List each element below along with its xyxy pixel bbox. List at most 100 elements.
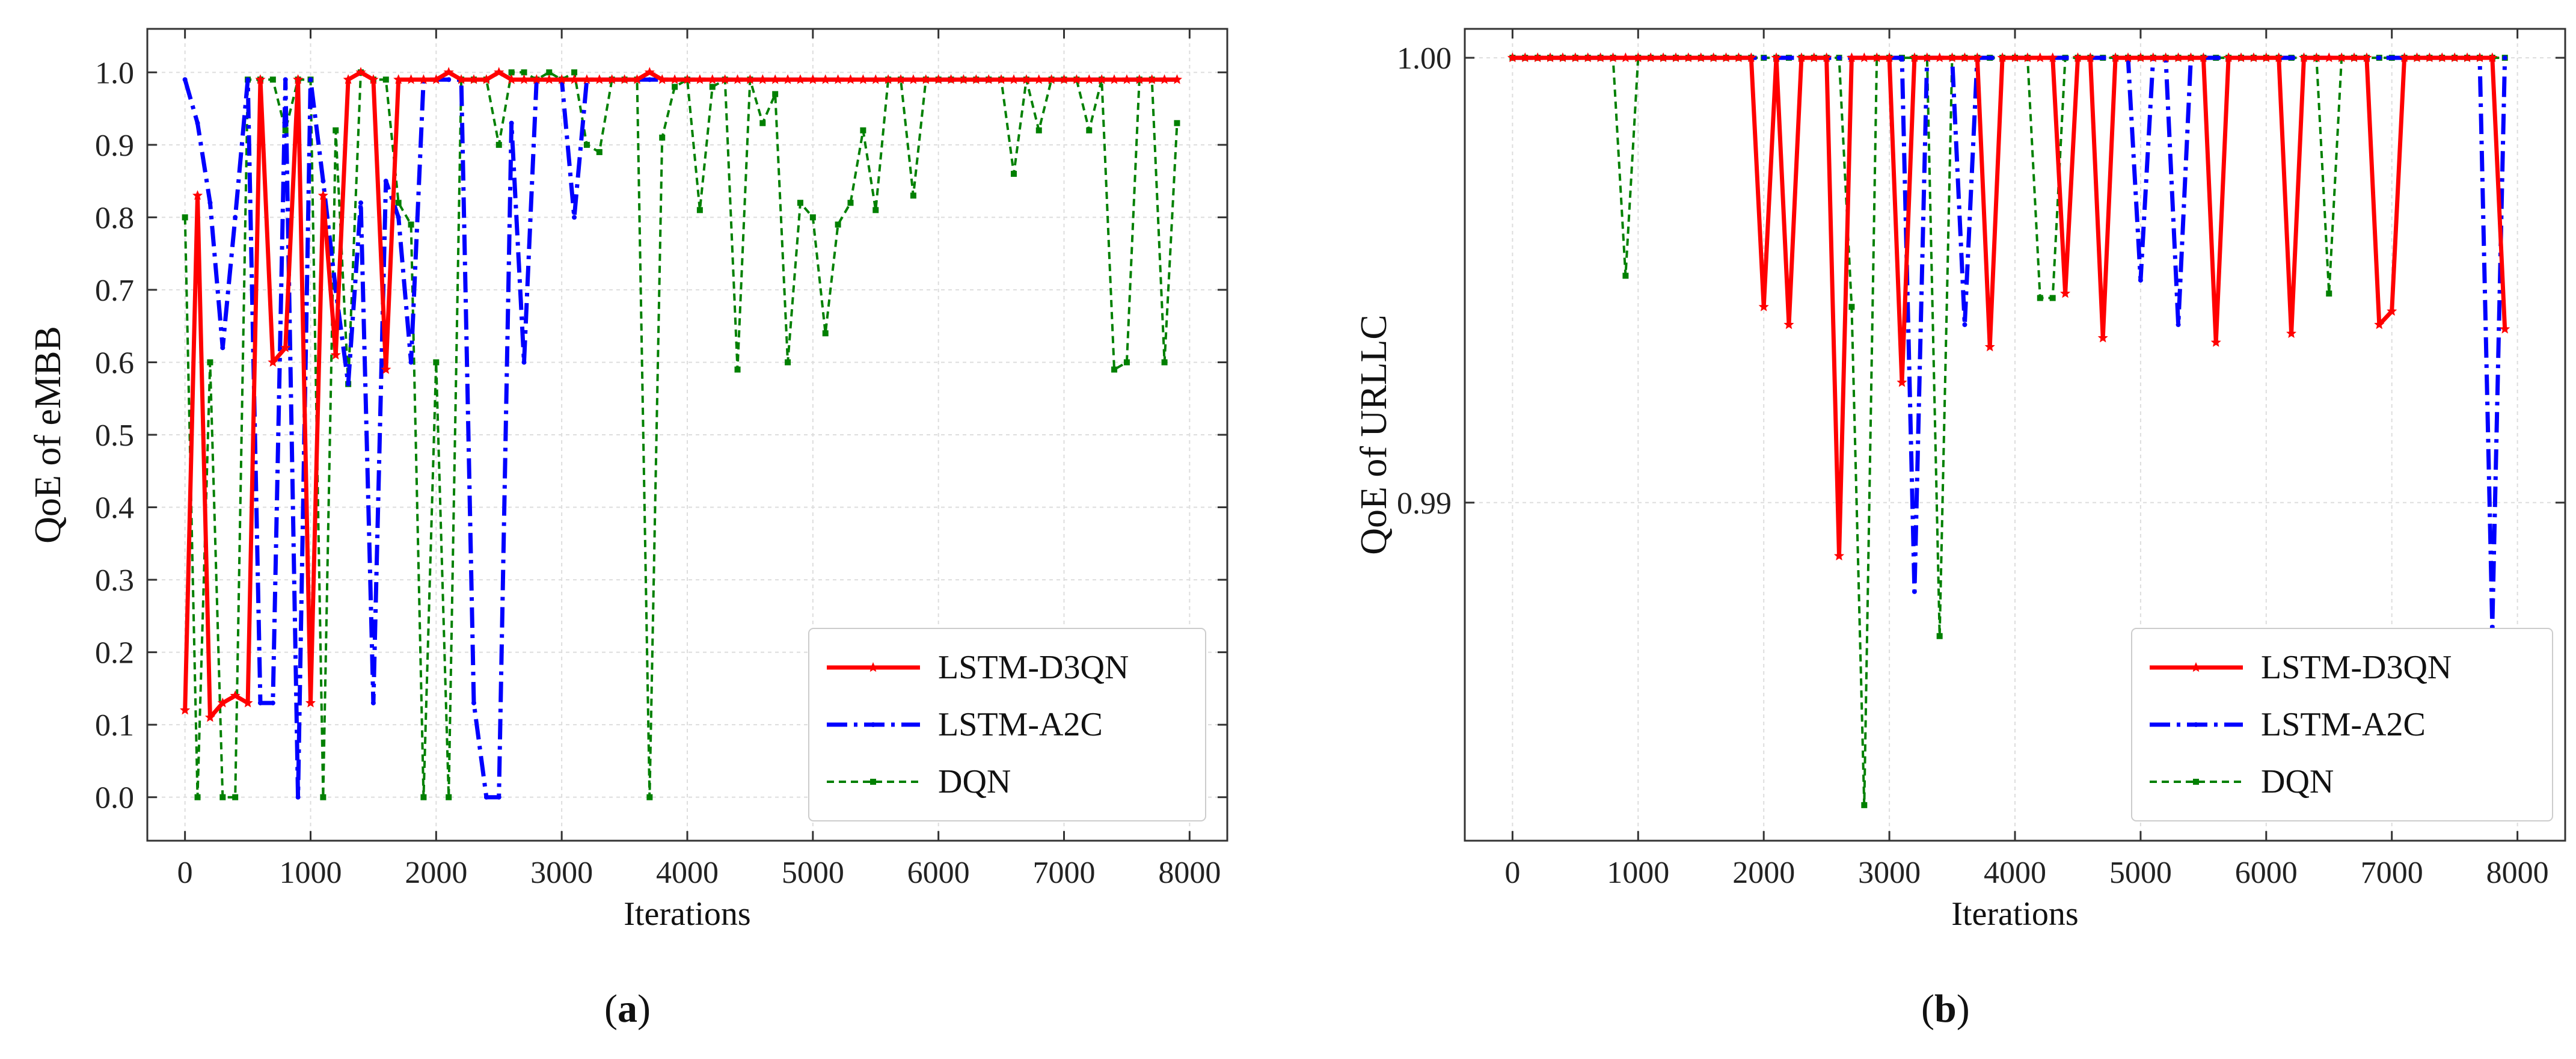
data-point-lstm-a2c xyxy=(1836,55,1842,61)
x-tick-label: 8000 xyxy=(2486,856,2549,890)
data-point-lstm-d3qn xyxy=(1008,74,1019,84)
data-point-lstm-d3qn xyxy=(2072,52,2083,63)
data-point-lstm-d3qn xyxy=(2462,52,2473,63)
data-point-lstm-a2c xyxy=(346,381,351,387)
data-point-lstm-d3qn xyxy=(921,74,931,84)
data-point-dqn xyxy=(420,794,427,800)
data-point-dqn xyxy=(1174,120,1180,126)
data-point-lstm-a2c xyxy=(509,120,514,126)
data-point-lstm-d3qn xyxy=(669,74,680,84)
data-point-lstm-d3qn xyxy=(443,67,454,77)
legend-label-lstm-d3qn: LSTM-D3QN xyxy=(938,649,1129,686)
data-point-lstm-d3qn xyxy=(343,74,354,84)
data-point-lstm-a2c xyxy=(2376,55,2382,61)
data-point-dqn xyxy=(207,359,213,366)
chart-panel-b: 0 1000 2000 3000 4000 5000 6000 7000 8000 0.99 1.0… xyxy=(1354,28,2566,933)
data-point-lstm-d3qn xyxy=(2210,337,2221,347)
data-point-lstm-a2c xyxy=(257,700,263,705)
data-point-lstm-d3qn xyxy=(958,74,969,84)
data-point-lstm-d3qn xyxy=(933,74,944,84)
data-point-lstm-d3qn xyxy=(895,74,906,84)
data-point-lstm-d3qn xyxy=(870,74,881,84)
data-point-lstm-d3qn xyxy=(1557,52,1568,63)
data-point-lstm-d3qn xyxy=(1733,52,1744,63)
y-tick-label: 0.9 xyxy=(95,129,134,163)
legend-label-lstm-a2c: LSTM-A2C xyxy=(938,706,1103,743)
data-point-lstm-d3qn xyxy=(556,74,567,84)
data-point-lstm-a2c xyxy=(2176,322,2181,327)
data-point-lstm-d3qn xyxy=(192,190,203,200)
data-point-lstm-d3qn xyxy=(1959,52,1970,63)
x-axis-label: Iterations xyxy=(624,895,750,933)
data-point-dqn xyxy=(2326,290,2332,297)
data-point-lstm-d3qn xyxy=(2173,52,2184,63)
data-point-lstm-d3qn xyxy=(2135,52,2146,63)
data-point-lstm-d3qn xyxy=(1620,52,1631,63)
data-point-lstm-d3qn xyxy=(744,74,755,84)
x-tick-label: 4000 xyxy=(1984,856,2046,890)
y-tick-label: 0.3 xyxy=(95,563,134,598)
data-point-lstm-d3qn xyxy=(1670,52,1681,63)
legend-marker-lstm-a2c xyxy=(871,722,876,727)
data-point-dqn xyxy=(772,91,779,97)
data-point-lstm-d3qn xyxy=(381,364,391,374)
data-point-lstm-a2c xyxy=(2062,55,2068,61)
data-point-lstm-d3qn xyxy=(732,74,743,84)
data-point-lstm-d3qn xyxy=(1834,550,1845,560)
caption-a-close: ) xyxy=(637,987,651,1031)
data-point-lstm-d3qn xyxy=(857,74,868,84)
data-point-lstm-d3qn xyxy=(506,74,517,84)
data-point-dqn xyxy=(1861,802,1868,808)
series-line-dqn xyxy=(183,71,1179,799)
data-point-lstm-a2c xyxy=(320,179,326,184)
data-point-dqn xyxy=(194,794,201,800)
legend-label-dqn: DQN xyxy=(938,763,1011,800)
data-point-lstm-d3qn xyxy=(1545,52,1556,63)
data-point-lstm-a2c xyxy=(408,360,414,365)
x-tick-label: 5000 xyxy=(2109,856,2172,890)
data-point-lstm-d3qn xyxy=(2123,52,2133,63)
data-point-lstm-d3qn xyxy=(242,698,253,708)
caption-a-open: ( xyxy=(604,987,618,1031)
data-point-lstm-d3qn xyxy=(1821,52,1832,63)
x-axis-label: Iterations xyxy=(1951,895,2078,933)
data-point-lstm-d3qn xyxy=(1134,74,1145,84)
data-point-lstm-a2c xyxy=(647,77,652,82)
data-point-lstm-d3qn xyxy=(2223,52,2234,63)
data-point-lstm-d3qn xyxy=(1984,341,1995,352)
data-point-lstm-d3qn xyxy=(217,698,228,708)
data-point-dqn xyxy=(860,127,866,134)
data-point-lstm-a2c xyxy=(496,794,501,800)
x-tick-label: 2000 xyxy=(1732,856,1795,890)
data-point-lstm-d3qn xyxy=(1871,52,1882,63)
data-point-dqn xyxy=(734,366,741,373)
y-tick-label: 0.8 xyxy=(95,201,134,235)
data-point-lstm-d3qn xyxy=(1607,52,1619,63)
data-point-lstm-d3qn xyxy=(1645,52,1656,63)
data-point-lstm-d3qn xyxy=(1997,52,2008,63)
data-point-lstm-d3qn xyxy=(2185,52,2196,63)
data-point-lstm-d3qn xyxy=(268,357,278,367)
data-point-lstm-d3qn xyxy=(2298,52,2309,63)
data-point-lstm-d3qn xyxy=(908,74,919,84)
legend-box xyxy=(808,628,1206,821)
series-group xyxy=(1507,52,2510,808)
data-point-lstm-a2c xyxy=(370,700,376,705)
data-point-lstm-d3qn xyxy=(1721,52,1732,63)
data-point-lstm-d3qn xyxy=(204,712,215,722)
caption-b-close: ) xyxy=(1956,987,1970,1031)
data-point-lstm-d3qn xyxy=(2474,52,2485,63)
y-tick-label: 0.4 xyxy=(95,491,134,526)
x-tick-label: 8000 xyxy=(1158,856,1221,890)
y-tick-label: 0.1 xyxy=(95,708,134,743)
data-point-dqn xyxy=(583,141,590,148)
data-point-lstm-a2c xyxy=(308,77,313,82)
data-point-lstm-d3qn xyxy=(2374,319,2385,330)
plot-frame xyxy=(146,28,1228,842)
data-point-dqn xyxy=(1035,127,1042,134)
data-point-lstm-d3qn xyxy=(1520,52,1530,63)
legend-marker-lstm-a2c xyxy=(2194,722,2198,727)
data-point-lstm-d3qn xyxy=(1771,52,1782,63)
data-point-dqn xyxy=(446,794,452,800)
data-point-lstm-d3qn xyxy=(1884,52,1895,63)
